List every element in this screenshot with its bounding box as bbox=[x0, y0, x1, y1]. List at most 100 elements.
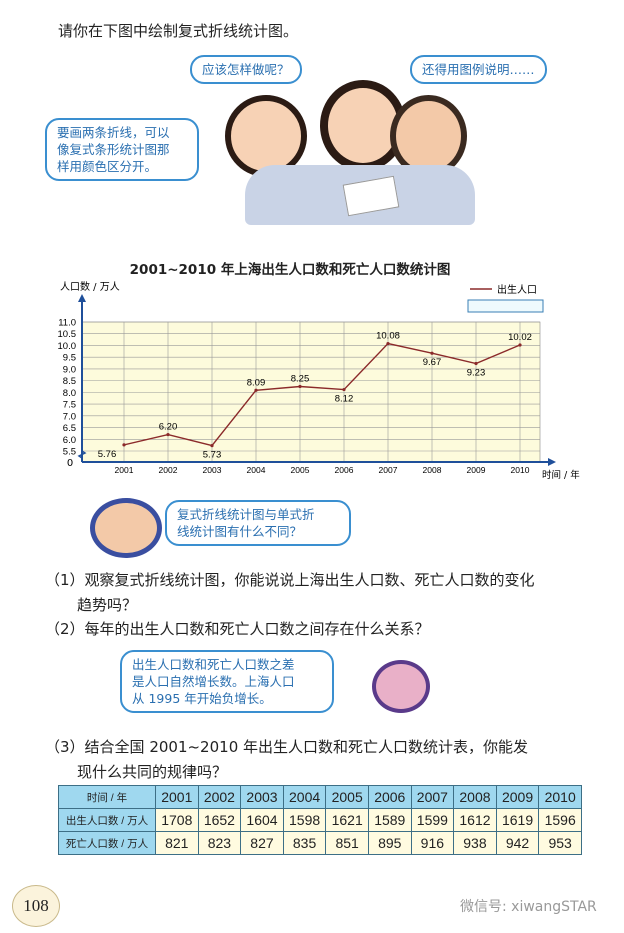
table-cell: 942 bbox=[495, 831, 540, 855]
data-label: 8.09 bbox=[247, 377, 266, 388]
data-point bbox=[474, 361, 478, 366]
x-tick-label: 2005 bbox=[291, 465, 310, 475]
x-tick-label: 2001 bbox=[115, 465, 134, 475]
question-number: （3） bbox=[45, 738, 85, 756]
data-label: 9.67 bbox=[423, 357, 442, 368]
legend-label-birth: 出生人口 bbox=[497, 283, 537, 296]
table-header-cell: 2007 bbox=[410, 785, 455, 809]
table-header-cell: 2004 bbox=[282, 785, 327, 809]
table-header-row: 时间 / 年 2001 2002 2003 2004 2005 2006 200… bbox=[58, 785, 582, 809]
table-cell: 851 bbox=[325, 831, 369, 855]
origin-label: 0 bbox=[67, 458, 73, 469]
y-tick-label: 10.0 bbox=[58, 341, 77, 352]
x-tick-label: 2002 bbox=[159, 465, 178, 475]
y-tick-label: 6.0 bbox=[63, 435, 76, 446]
data-point bbox=[342, 387, 346, 392]
x-tick-label: 2006 bbox=[335, 465, 354, 475]
x-tick-label: 2010 bbox=[511, 465, 530, 475]
table-header-cell: 2005 bbox=[325, 785, 369, 809]
table-cell: 821 bbox=[155, 831, 199, 855]
table-row-label: 出生人口数 / 万人 bbox=[58, 808, 156, 832]
x-tick-label: 2008 bbox=[423, 465, 442, 475]
bubble-line: 样用颜色区分开。 bbox=[57, 159, 158, 174]
bubble-line: 复式折线统计图与单式折 bbox=[177, 507, 315, 522]
speech-bubble-2: 还得用图例说明…… bbox=[410, 55, 547, 84]
instruction: 请你在下图中绘制复式折线统计图。 bbox=[58, 22, 299, 40]
question-3: （3）结合全国 2001~2010 年出生人口数和死亡人口数统计表，你能发 现什… bbox=[45, 735, 528, 785]
data-point bbox=[298, 384, 302, 389]
table-header-cell: 2001 bbox=[155, 785, 199, 809]
table-header-cell: 2003 bbox=[240, 785, 284, 809]
y-tick-label: 7.0 bbox=[63, 411, 76, 422]
y-tick-label: 11.0 bbox=[58, 318, 76, 329]
data-label: 6.20 bbox=[159, 422, 178, 433]
speech-bubble-5: 出生人口数和死亡人口数之差 是人口自然增长数。上海人口 从 1995 年开始负增… bbox=[120, 650, 334, 713]
question-text: 每年的出生人口数和死亡人口数之间存在什么关系？ bbox=[84, 620, 430, 638]
y-tick-label: 5.5 bbox=[63, 447, 76, 458]
y-tick-label: 9.0 bbox=[63, 364, 76, 375]
page-number: 108 bbox=[12, 885, 60, 927]
data-point bbox=[166, 432, 170, 437]
data-label: 9.23 bbox=[467, 368, 486, 379]
speech-bubble-3: 要画两条折线，可以 像复式条形统计图那 样用颜色区分开。 bbox=[45, 118, 199, 181]
table-row-label: 死亡人口数 / 万人 bbox=[58, 831, 156, 855]
data-point bbox=[518, 343, 522, 347]
question-1: （1）观察复式折线统计图，你能说说上海出生人口数、死亡人口数的变化 趋势吗？ bbox=[45, 568, 535, 618]
bubble-line: 像复式条形统计图那 bbox=[57, 142, 170, 157]
data-point bbox=[122, 443, 126, 447]
table-header-cell: 2006 bbox=[367, 785, 412, 809]
question-text: 现什么共同的规律吗？ bbox=[77, 763, 228, 781]
y-axis-arrow bbox=[78, 294, 86, 302]
table-row: 出生人口数 / 万人 1708 1652 1604 1598 1621 1589… bbox=[58, 808, 582, 832]
y-tick-label: 10.5 bbox=[58, 329, 77, 340]
table-cell: 1604 bbox=[240, 808, 284, 832]
data-point bbox=[386, 341, 390, 346]
data-point bbox=[254, 388, 258, 392]
speech-bubble-1: 应该怎样做呢？ bbox=[190, 55, 302, 84]
table-cell: 1589 bbox=[367, 808, 412, 832]
table-cell: 1596 bbox=[538, 808, 582, 832]
bubble-line: 要画两条折线，可以 bbox=[57, 125, 170, 140]
data-label: 8.12 bbox=[335, 394, 354, 405]
table-cell: 1599 bbox=[410, 808, 455, 832]
bubble-line: 是人口自然增长数。上海人口 bbox=[132, 674, 295, 689]
data-label: 5.73 bbox=[203, 450, 222, 461]
table-cell: 835 bbox=[282, 831, 327, 855]
question-text: 观察复式折线统计图，你能说说上海出生人口数、死亡人口数的变化 bbox=[84, 571, 535, 589]
y-tick-label: 9.5 bbox=[63, 353, 76, 364]
x-tick-label: 2003 bbox=[203, 465, 222, 475]
question-text: 结合全国 2001~2010 年出生人口数和死亡人口数统计表，你能发 bbox=[84, 738, 529, 756]
table-cell: 1652 bbox=[197, 808, 242, 832]
line-chart: 5.56.06.57.07.58.08.59.09.510.010.511.0 2… bbox=[58, 280, 581, 481]
table-cell: 953 bbox=[538, 831, 582, 855]
data-table: 时间 / 年 2001 2002 2003 2004 2005 2006 200… bbox=[58, 785, 582, 855]
bubble-line: 从 1995 年开始负增长。 bbox=[132, 691, 272, 706]
bubble-line: 线统计图有什么不同？ bbox=[177, 524, 303, 539]
table-cell: 1708 bbox=[155, 808, 199, 832]
angel-illustration-2 bbox=[372, 660, 430, 713]
data-point bbox=[430, 351, 434, 355]
table-cell: 1619 bbox=[495, 808, 540, 832]
question-2: （2）每年的出生人口数和死亡人口数之间存在什么关系？ bbox=[45, 618, 430, 639]
data-point bbox=[210, 444, 214, 448]
table-header-cell: 2010 bbox=[538, 785, 582, 809]
table-cell: 823 bbox=[197, 831, 242, 855]
table-row: 死亡人口数 / 万人 821 823 827 835 851 895 916 9… bbox=[58, 831, 582, 855]
table-header-cell: 2009 bbox=[495, 785, 540, 809]
table-header-cell: 时间 / 年 bbox=[58, 785, 156, 809]
question-text: 趋势吗？ bbox=[77, 596, 138, 614]
question-number: （1） bbox=[45, 571, 85, 589]
y-tick-label: 8.5 bbox=[63, 376, 76, 387]
table-cell: 895 bbox=[367, 831, 412, 855]
x-tick-label: 2004 bbox=[247, 465, 266, 475]
table-header-cell: 2008 bbox=[453, 785, 497, 809]
x-axis-label: 时间 / 年 bbox=[542, 469, 580, 481]
question-number: （2） bbox=[45, 620, 85, 638]
legend-empty-entry bbox=[467, 299, 544, 313]
data-label: 8.25 bbox=[291, 374, 310, 385]
x-tick-label: 2007 bbox=[379, 465, 398, 475]
table-cell: 938 bbox=[453, 831, 497, 855]
data-label: 10.02 bbox=[508, 332, 532, 343]
data-label: 5.76 bbox=[98, 449, 117, 460]
